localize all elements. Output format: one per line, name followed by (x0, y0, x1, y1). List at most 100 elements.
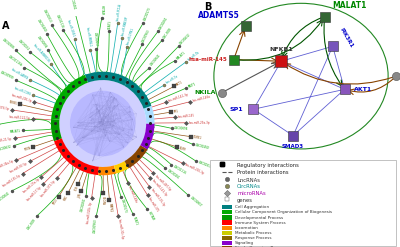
Text: hsa-miR-520c-3p: hsa-miR-520c-3p (86, 201, 93, 224)
Point (290, 134, 296, 138)
Bar (222, 215, 232, 220)
Text: LINC00094: LINC00094 (174, 126, 189, 131)
Text: SP1: SP1 (173, 109, 179, 114)
Text: LINC00173: LINC00173 (120, 199, 127, 214)
Wedge shape (144, 106, 154, 124)
Text: SP1: SP1 (230, 107, 244, 112)
Text: hsa-ciR-ANKRD36: hsa-ciR-ANKRD36 (32, 43, 51, 63)
Bar (222, 220, 232, 225)
Wedge shape (51, 75, 88, 120)
Text: LINC-ROR: LINC-ROR (26, 217, 37, 230)
Bar (222, 210, 232, 214)
Point (224, 177, 230, 181)
Text: LINC00886: LINC00886 (1, 38, 15, 50)
Text: LINC00632: LINC00632 (0, 144, 12, 152)
Point (393, 74, 399, 78)
Text: Regulatory interactions: Regulatory interactions (237, 163, 299, 167)
Text: hsa-ciR-7b: hsa-ciR-7b (187, 50, 201, 62)
Text: LINC-ROR: LINC-ROR (162, 26, 173, 39)
Point (278, 59, 284, 63)
Text: NKILA: NKILA (194, 90, 216, 95)
Circle shape (71, 91, 135, 156)
Text: LINC00551: LINC00551 (17, 39, 30, 52)
Text: hsa-miR-93-5p: hsa-miR-93-5p (9, 161, 28, 174)
Text: LINC00313: LINC00313 (198, 160, 213, 169)
Wedge shape (54, 138, 99, 175)
Text: B: B (204, 2, 211, 12)
Text: hsa-ciR-LARP4: hsa-ciR-LARP4 (10, 67, 29, 81)
Text: MALAT1: MALAT1 (176, 50, 186, 61)
Text: LINC00261: LINC00261 (80, 198, 88, 213)
Text: LINC00461: LINC00461 (166, 168, 180, 180)
Text: CircRNAs: CircRNAs (237, 184, 261, 189)
Text: ADAMTS5: ADAMTS5 (198, 11, 240, 20)
Text: LINC00657: LINC00657 (189, 196, 203, 208)
Text: hsa-ciR-CPN1: hsa-ciR-CPN1 (126, 27, 135, 45)
Text: Cell Aggregation: Cell Aggregation (235, 205, 269, 209)
Wedge shape (51, 119, 62, 141)
Point (230, 58, 237, 62)
Text: Locomotion: Locomotion (235, 226, 259, 230)
Text: hsa-miR-17-5p: hsa-miR-17-5p (26, 185, 43, 202)
Text: PAKT1: PAKT1 (187, 82, 197, 89)
Bar (222, 236, 232, 240)
Text: hsa-miR-29a-3p: hsa-miR-29a-3p (189, 121, 211, 125)
Wedge shape (140, 124, 154, 149)
Text: hsa-miR-141-3p: hsa-miR-141-3p (168, 93, 190, 103)
Wedge shape (114, 161, 129, 174)
Text: LINC00641: LINC00641 (0, 191, 11, 203)
Text: LINC01116: LINC01116 (54, 14, 64, 29)
Text: NFKB1: NFKB1 (9, 100, 18, 106)
Text: AKT1: AKT1 (175, 80, 183, 87)
Text: hsa-miR-375: hsa-miR-375 (147, 196, 160, 213)
Text: hsa-miR-497-5p: hsa-miR-497-5p (154, 174, 172, 192)
Text: VEGFA: VEGFA (101, 196, 106, 205)
Text: TGFB1: TGFB1 (193, 135, 203, 140)
Wedge shape (98, 165, 116, 175)
Point (218, 91, 225, 95)
Text: NEAT1: NEAT1 (132, 216, 139, 226)
Text: hsa-ciR-CDK6: hsa-ciR-CDK6 (13, 86, 32, 96)
Text: LINC00999: LINC00999 (0, 71, 14, 81)
Text: hsa-miR-379-5p: hsa-miR-379-5p (0, 104, 10, 112)
Text: JUN: JUN (77, 193, 82, 199)
Text: hsa-miR-145: hsa-miR-145 (189, 57, 228, 62)
Text: PIK3R1: PIK3R1 (339, 27, 354, 49)
Text: LINC01116: LINC01116 (172, 165, 187, 175)
Text: EGFR: EGFR (178, 146, 187, 152)
Text: hsa-miR-373-5p: hsa-miR-373-5p (40, 179, 56, 198)
Text: hsa-miR-210-3p: hsa-miR-210-3p (184, 163, 205, 176)
Text: LINC00632: LINC00632 (179, 33, 192, 46)
Text: LINC00657: LINC00657 (93, 32, 98, 46)
Wedge shape (124, 145, 148, 168)
FancyBboxPatch shape (210, 160, 396, 246)
Text: MAPK1: MAPK1 (108, 203, 112, 212)
Text: Cellular Component Organization of Biogenesis: Cellular Component Organization of Bioge… (235, 210, 332, 214)
Text: LINC01116b: LINC01116b (8, 55, 23, 68)
Text: LINC00460: LINC00460 (36, 18, 47, 33)
Point (224, 184, 230, 188)
Text: FOS: FOS (74, 185, 79, 192)
Text: TP53: TP53 (52, 198, 59, 206)
Text: hsa-ciR-RAB3IP: hsa-ciR-RAB3IP (121, 15, 130, 36)
Text: hsa-miR-30c-5p: hsa-miR-30c-5p (117, 218, 124, 240)
Text: hsa-miR-148a: hsa-miR-148a (127, 185, 138, 204)
Text: LncRNAs: LncRNAs (237, 178, 260, 183)
Point (341, 87, 348, 91)
Text: hsa-miR-143-3p: hsa-miR-143-3p (150, 179, 168, 198)
Text: hsa-miR-146a: hsa-miR-146a (192, 95, 211, 103)
Text: LINC00461: LINC00461 (69, 0, 76, 10)
Text: hsa-ciR-MBNL1: hsa-ciR-MBNL1 (85, 27, 92, 47)
Bar (222, 205, 232, 209)
Point (250, 107, 257, 111)
Text: LINC00963: LINC00963 (142, 28, 152, 43)
Bar (222, 226, 232, 230)
Text: hsa-miR-27a-3p: hsa-miR-27a-3p (22, 177, 40, 194)
Text: hsa-miR-145: hsa-miR-145 (177, 114, 194, 119)
Text: LINC00963: LINC00963 (93, 218, 98, 233)
Text: AKT1: AKT1 (354, 87, 373, 92)
Text: LINC00460: LINC00460 (195, 143, 210, 150)
Text: hsa-miR-21-5p: hsa-miR-21-5p (0, 137, 12, 144)
Text: hsa-ciR-GSE1: hsa-ciR-GSE1 (66, 19, 76, 38)
Text: LINC00094: LINC00094 (36, 35, 48, 49)
